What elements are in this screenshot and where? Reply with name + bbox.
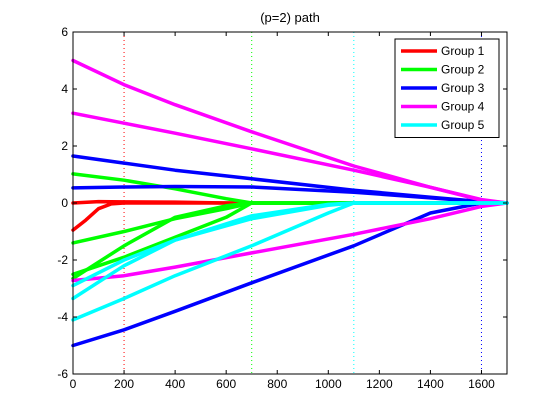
y-tick-label: -2 (57, 253, 68, 267)
x-tick-label: 600 (216, 377, 236, 391)
y-tick-label: -4 (57, 310, 68, 324)
series-3-line-2 (71, 184, 509, 205)
legend: Group 1 Group 2 Group 3 Group 4 Group 5 (394, 38, 500, 138)
x-tick-label: 800 (267, 377, 287, 391)
series-2-line-4 (71, 201, 509, 281)
y-tick-label: -6 (57, 367, 68, 381)
x-tick-label: 200 (114, 377, 134, 391)
series-4-line-2 (71, 111, 509, 205)
y-tick-label: 4 (61, 82, 68, 96)
x-tick-label: 1200 (366, 377, 393, 391)
legend-label-5: Group 5 (441, 118, 485, 132)
series-layer (71, 58, 509, 348)
x-tick-label: 1000 (315, 377, 342, 391)
ticks: 0 200 400 600 800 1000 1200 1400 1600 -6 -4 -2 0 2 4 6 (57, 25, 507, 391)
series-5-line-3 (71, 201, 509, 322)
x-tick-label: 0 (70, 377, 77, 391)
chart-title: (p=2) path (260, 10, 320, 25)
legend-label-1: Group 1 (441, 44, 485, 58)
legend-label-2: Group 2 (441, 63, 485, 77)
legend-label-4: Group 4 (441, 100, 485, 114)
x-tick-label: 400 (165, 377, 185, 391)
series-4-line-3 (71, 201, 509, 283)
legend-label-3: Group 3 (441, 81, 485, 95)
y-tick-label: 2 (61, 139, 68, 153)
y-tick-label: 6 (61, 25, 68, 39)
x-tick-label: 1400 (417, 377, 444, 391)
x-tick-label: 1600 (468, 377, 495, 391)
series-1-line-2 (71, 201, 509, 232)
y-tick-label: 0 (61, 196, 68, 210)
